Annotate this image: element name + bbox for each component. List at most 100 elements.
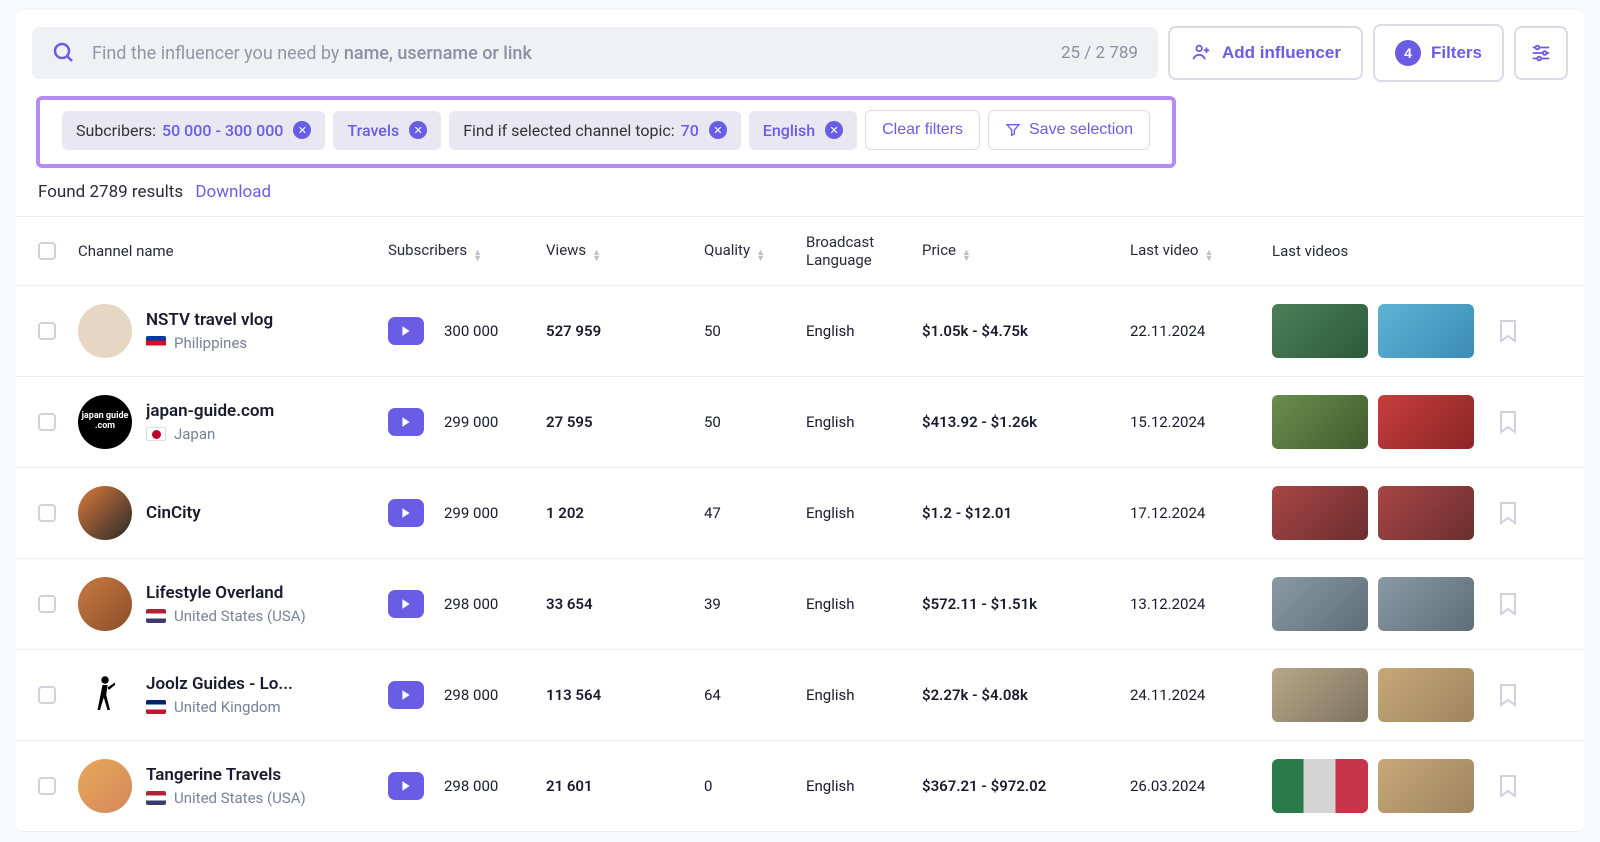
filter-chip: Travels✕: [333, 111, 441, 150]
play-button[interactable]: [388, 681, 424, 709]
video-thumbnail[interactable]: [1378, 304, 1474, 358]
col-subscribers-header[interactable]: Subscribers▲▼: [388, 241, 546, 262]
row-checkbox[interactable]: [38, 413, 56, 431]
sort-icon: ▲▼: [756, 250, 765, 262]
channel-name[interactable]: NSTV travel vlog: [146, 310, 273, 330]
video-thumbnail[interactable]: [1378, 668, 1474, 722]
play-button[interactable]: [388, 772, 424, 800]
row-checkbox[interactable]: [38, 595, 56, 613]
col-quality-header[interactable]: Quality▲▼: [704, 241, 806, 262]
settings-button[interactable]: [1514, 26, 1568, 80]
chip-remove-icon[interactable]: ✕: [709, 121, 727, 139]
table-row: Lifestyle Overland United States (USA) 298…: [16, 559, 1584, 650]
download-link[interactable]: Download: [195, 182, 271, 202]
channel-name[interactable]: CinCity: [146, 503, 201, 523]
search-icon: [52, 41, 76, 65]
video-thumbnail[interactable]: [1272, 486, 1368, 540]
language-value: English: [806, 322, 922, 340]
channel-name[interactable]: Lifestyle Overland: [146, 583, 306, 603]
filters-count-badge: 4: [1395, 40, 1421, 66]
col-views-header[interactable]: Views▲▼: [546, 241, 704, 262]
subscribers-value: 299 000: [444, 413, 546, 431]
filter-chip: English✕: [749, 111, 857, 150]
video-thumbnail[interactable]: [1272, 668, 1368, 722]
add-person-icon: [1190, 42, 1212, 64]
table-header: Channel name Subscribers▲▼ Views▲▼ Quali…: [16, 216, 1584, 286]
channel-avatar[interactable]: [78, 304, 132, 358]
sort-icon: ▲▼: [592, 250, 601, 262]
channel-avatar[interactable]: [78, 486, 132, 540]
search-box[interactable]: Find the influencer you need by name, us…: [32, 27, 1158, 79]
chip-remove-icon[interactable]: ✕: [825, 121, 843, 139]
video-thumbnail[interactable]: [1378, 759, 1474, 813]
views-value: 1 202: [546, 504, 704, 522]
channel-avatar[interactable]: [78, 577, 132, 631]
play-button[interactable]: [388, 499, 424, 527]
row-checkbox[interactable]: [38, 777, 56, 795]
sort-icon: ▲▼: [473, 250, 482, 262]
search-placeholder: Find the influencer you need by name, us…: [92, 43, 1045, 64]
col-lastvideo-header[interactable]: Last video▲▼: [1130, 241, 1272, 262]
sliders-icon: [1530, 42, 1552, 64]
bookmark-icon[interactable]: [1498, 319, 1518, 343]
funnel-icon: [1005, 122, 1021, 138]
table-row: CinCity299 0001 20247English$1.2 - $12.0…: [16, 468, 1584, 559]
bookmark-icon[interactable]: [1498, 592, 1518, 616]
play-button[interactable]: [388, 317, 424, 345]
play-button[interactable]: [388, 590, 424, 618]
subscribers-value: 298 000: [444, 595, 546, 613]
video-thumbnail[interactable]: [1272, 304, 1368, 358]
video-thumbnail[interactable]: [1378, 395, 1474, 449]
quality-value: 50: [704, 413, 806, 431]
col-channel-header[interactable]: Channel name: [78, 242, 388, 260]
play-button[interactable]: [388, 408, 424, 436]
price-value: $1.05k - $4.75k: [922, 322, 1130, 340]
lastvideo-date: 17.12.2024: [1130, 504, 1272, 522]
video-thumbnail[interactable]: [1378, 486, 1474, 540]
select-all-checkbox[interactable]: [38, 242, 56, 260]
row-checkbox[interactable]: [38, 504, 56, 522]
channel-avatar[interactable]: japan guide .com: [78, 395, 132, 449]
language-value: English: [806, 595, 922, 613]
col-price-header[interactable]: Price▲▼: [922, 241, 1130, 262]
language-value: English: [806, 686, 922, 704]
add-influencer-button[interactable]: Add influencer: [1168, 26, 1363, 80]
chip-remove-icon[interactable]: ✕: [293, 121, 311, 139]
language-value: English: [806, 413, 922, 431]
video-thumbnail[interactable]: [1272, 395, 1368, 449]
lastvideo-date: 22.11.2024: [1130, 322, 1272, 340]
row-checkbox[interactable]: [38, 322, 56, 340]
table-row: Joolz Guides - Lo...United Kingdom298 00…: [16, 650, 1584, 741]
channel-avatar[interactable]: [78, 759, 132, 813]
filters-button[interactable]: 4 Filters: [1373, 24, 1504, 82]
views-value: 27 595: [546, 413, 704, 431]
quality-value: 39: [704, 595, 806, 613]
channel-name[interactable]: japan-guide.com: [146, 401, 274, 421]
row-checkbox[interactable]: [38, 686, 56, 704]
language-value: English: [806, 777, 922, 795]
subscribers-value: 300 000: [444, 322, 546, 340]
video-thumbnail[interactable]: [1272, 577, 1368, 631]
subscribers-value: 298 000: [444, 777, 546, 795]
subscribers-value: 299 000: [444, 504, 546, 522]
price-value: $2.27k - $4.08k: [922, 686, 1130, 704]
views-value: 21 601: [546, 777, 704, 795]
save-selection-button[interactable]: Save selection: [988, 110, 1150, 150]
bookmark-icon[interactable]: [1498, 410, 1518, 434]
video-thumbnail[interactable]: [1378, 577, 1474, 631]
lastvideo-date: 24.11.2024: [1130, 686, 1272, 704]
bookmark-icon[interactable]: [1498, 683, 1518, 707]
channel-country: United States (USA): [174, 607, 306, 625]
sort-icon: ▲▼: [962, 250, 971, 262]
chip-remove-icon[interactable]: ✕: [409, 121, 427, 139]
quality-value: 50: [704, 322, 806, 340]
channel-name[interactable]: Joolz Guides - Lo...: [146, 674, 293, 694]
table-row: NSTV travel vlogPhilippines300 000527 95…: [16, 286, 1584, 377]
bookmark-icon[interactable]: [1498, 501, 1518, 525]
channel-name[interactable]: Tangerine Travels: [146, 765, 306, 785]
clear-filters-button[interactable]: Clear filters: [865, 110, 980, 150]
bookmark-icon[interactable]: [1498, 774, 1518, 798]
channel-avatar[interactable]: [78, 668, 132, 722]
video-thumbnail[interactable]: [1272, 759, 1368, 813]
table-row: Tangerine TravelsUnited States (USA)298 …: [16, 741, 1584, 832]
